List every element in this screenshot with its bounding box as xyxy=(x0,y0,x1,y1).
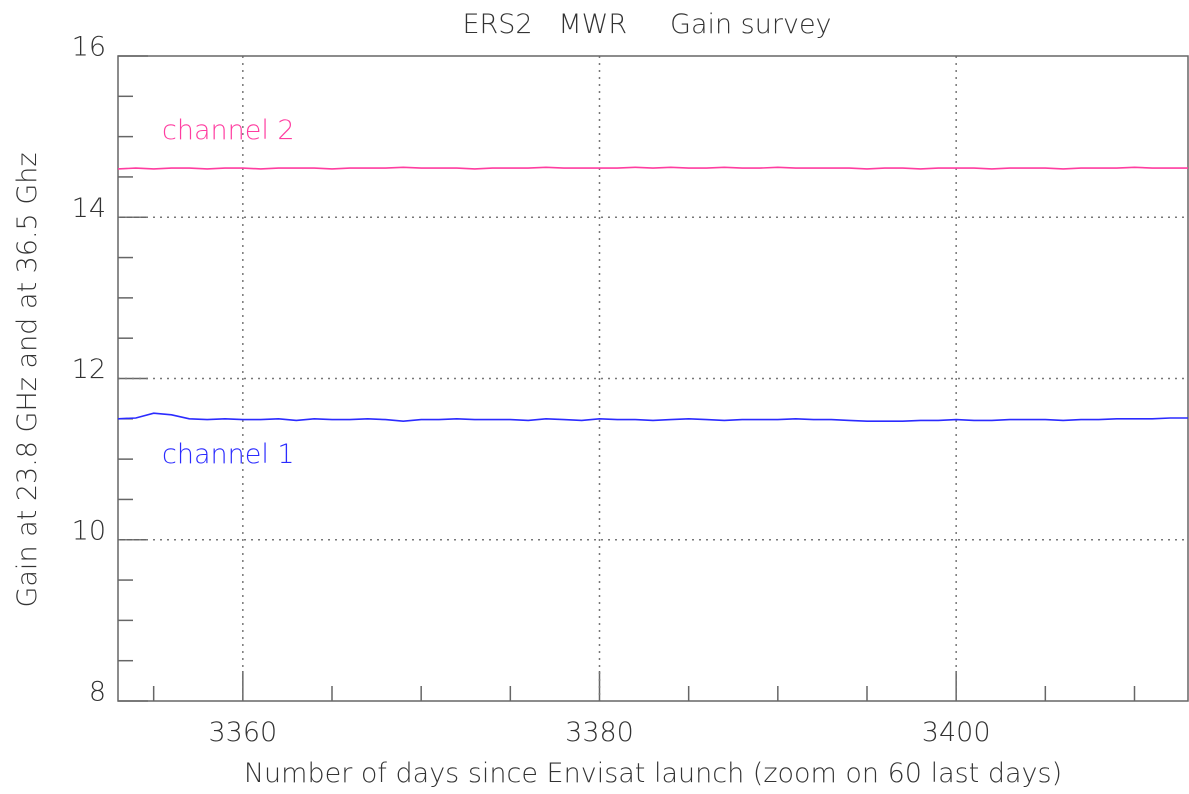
y-tick-label: 8 xyxy=(89,677,106,708)
series-line xyxy=(117,166,1188,170)
y-tick-label: 12 xyxy=(72,354,106,385)
y-tick-label: 16 xyxy=(72,32,106,63)
y-tick-label: 14 xyxy=(72,193,106,224)
series-label: channel 2 xyxy=(162,115,295,146)
chart-title: ERS2 MWR Gain survey xyxy=(462,9,831,40)
x-axis-label: Number of days since Envisat launch (zoo… xyxy=(244,758,1062,789)
series-line xyxy=(117,412,1188,423)
series-label: channel 1 xyxy=(162,439,295,470)
y-axis-label: Gain at 23.8 GHz and at 36.5 Ghz xyxy=(12,152,43,607)
x-tick-label: 3400 xyxy=(922,717,991,748)
x-tick-label: 3380 xyxy=(565,717,634,748)
x-tick-label: 3360 xyxy=(208,717,277,748)
y-tick-label: 10 xyxy=(72,515,106,546)
plot-frame xyxy=(117,55,1189,702)
